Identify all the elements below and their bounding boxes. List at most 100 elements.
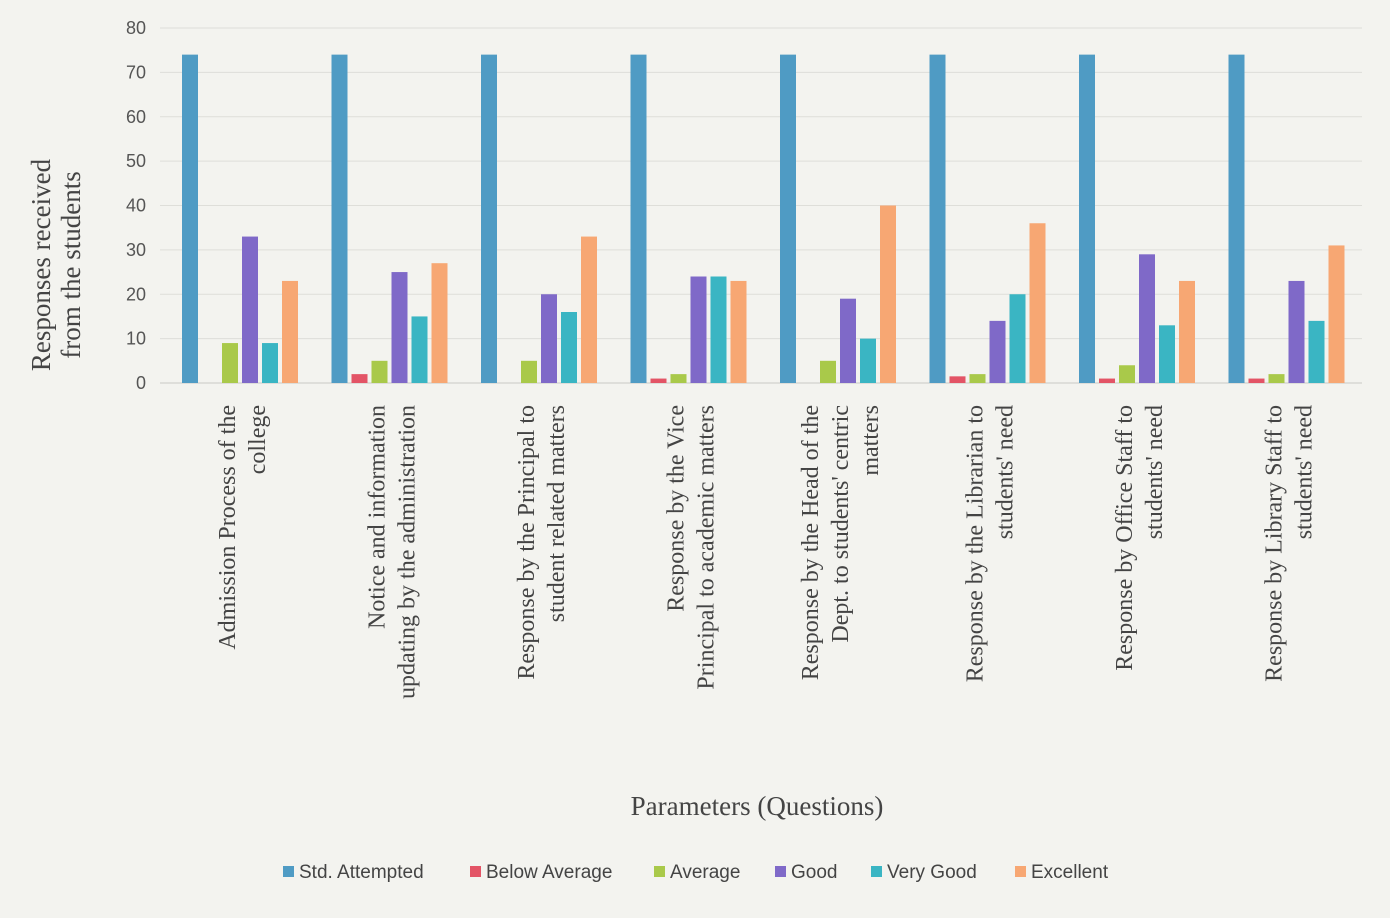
bar (1159, 325, 1175, 383)
bar (1079, 54, 1095, 383)
x-tick-label-line: matters (858, 405, 884, 476)
legend-label: Below Average (486, 862, 612, 883)
x-tick-label-line: Admission Process of the (215, 405, 241, 650)
bar (521, 360, 537, 383)
x-tick-label-line: students' need (993, 405, 1019, 539)
bar (182, 54, 198, 383)
bar (929, 54, 946, 383)
x-tick-label: Admission Process of the college (215, 405, 271, 650)
y-axis-title-line1: Responses received (26, 158, 56, 371)
legend-swatch (283, 866, 294, 877)
y-tick-label: 60 (126, 107, 146, 127)
legend-swatch (470, 866, 481, 877)
bar (371, 360, 388, 383)
y-axis-ticks: 0 10 20 30 40 50 60 70 80 (126, 18, 146, 393)
legend-label: Very Good (887, 862, 977, 883)
legend-label: Excellent (1031, 862, 1109, 883)
bar (541, 294, 557, 383)
x-tick-label-line: Notice and information (365, 405, 391, 629)
legend-label: Std. Attempted (299, 862, 424, 883)
bar (860, 338, 876, 383)
category-labels: Admission Process of the college Notice an… (215, 405, 1318, 699)
bar (331, 54, 348, 383)
x-tick-label-line: college (245, 405, 271, 474)
x-tick-label: Response by the Head of the Dept. to stud… (798, 405, 884, 680)
y-tick-label: 0 (136, 373, 146, 393)
y-tick-label: 20 (126, 284, 146, 304)
legend-swatch (1015, 866, 1026, 877)
bar (820, 360, 836, 383)
bar (1009, 294, 1026, 383)
bar (1179, 280, 1195, 383)
bar (1119, 365, 1135, 383)
x-tick-label: Response by Office Staff to students' nee… (1112, 405, 1168, 671)
legend: Std. Attempted Below Average Average Good Ve… (283, 862, 1109, 883)
bar (730, 280, 747, 383)
legend-swatch (871, 866, 882, 877)
bar (1099, 378, 1115, 383)
bar (481, 54, 497, 383)
x-tick-label-line: Response by the Vice (664, 405, 690, 612)
bar (1029, 223, 1046, 383)
x-tick-label: Response by Library Staff to students' ne… (1262, 405, 1318, 682)
x-tick-label-line: updating by the administration (395, 405, 421, 699)
bar (1288, 280, 1305, 383)
x-tick-label-line: students' need (1142, 405, 1168, 539)
y-tick-label: 30 (126, 240, 146, 260)
bar (1139, 254, 1155, 383)
bar (561, 312, 577, 383)
bar (1248, 378, 1265, 383)
bar (630, 54, 647, 383)
x-tick-label-line: Response by Library Staff to (1262, 405, 1288, 682)
y-tick-label: 70 (126, 62, 146, 82)
x-tick-label-line: Response by the Librarian to (963, 405, 989, 682)
bar (222, 343, 238, 383)
bar (431, 263, 448, 383)
bar (581, 236, 597, 383)
bar (989, 320, 1006, 383)
bar (880, 205, 896, 383)
x-tick-label: Notice and information updating by the ad… (365, 405, 421, 699)
x-tick-label-line: Principal to academic matters (694, 405, 720, 690)
x-tick-label-line: student related matters (544, 405, 570, 622)
bar (1268, 374, 1285, 383)
x-tick-label-line: Dept. to students' centric (828, 405, 854, 643)
bar (391, 272, 408, 383)
x-tick-label: Response by the Vice Principal to academi… (664, 405, 720, 690)
y-tick-label: 40 (126, 196, 146, 216)
x-tick-label-line: Response by the Principal to (514, 405, 540, 680)
bar (780, 54, 796, 383)
bar (949, 376, 966, 383)
x-tick-label: Response by the Librarian to students' ne… (963, 405, 1019, 682)
y-tick-label: 50 (126, 151, 146, 171)
bar (650, 378, 667, 383)
x-axis-title: Parameters (Questions) (631, 791, 884, 821)
x-tick-label-line: Response by the Head of the (798, 405, 824, 680)
bar (262, 343, 278, 383)
bar (351, 374, 368, 383)
grid-lines (160, 27, 1362, 384)
bar (710, 276, 727, 383)
bar (1308, 320, 1325, 383)
bar (1328, 245, 1345, 383)
bar (690, 276, 707, 383)
bar (670, 374, 687, 383)
x-tick-label-line: Response by Office Staff to (1112, 405, 1138, 671)
y-tick-label: 80 (126, 18, 146, 38)
bar (411, 316, 428, 383)
legend-label: Good (791, 862, 837, 883)
bar (1228, 54, 1245, 383)
x-tick-label: Response by the Principal to student rela… (514, 405, 570, 680)
bar (242, 236, 258, 383)
bar (969, 374, 986, 383)
bar (840, 298, 856, 383)
bar (282, 280, 298, 383)
legend-label: Average (670, 862, 740, 883)
legend-swatch (775, 866, 786, 877)
y-axis-title-line2: from the students (56, 171, 86, 358)
x-tick-label-line: students' need (1292, 405, 1318, 539)
y-tick-label: 10 (126, 329, 146, 349)
legend-swatch (654, 866, 665, 877)
